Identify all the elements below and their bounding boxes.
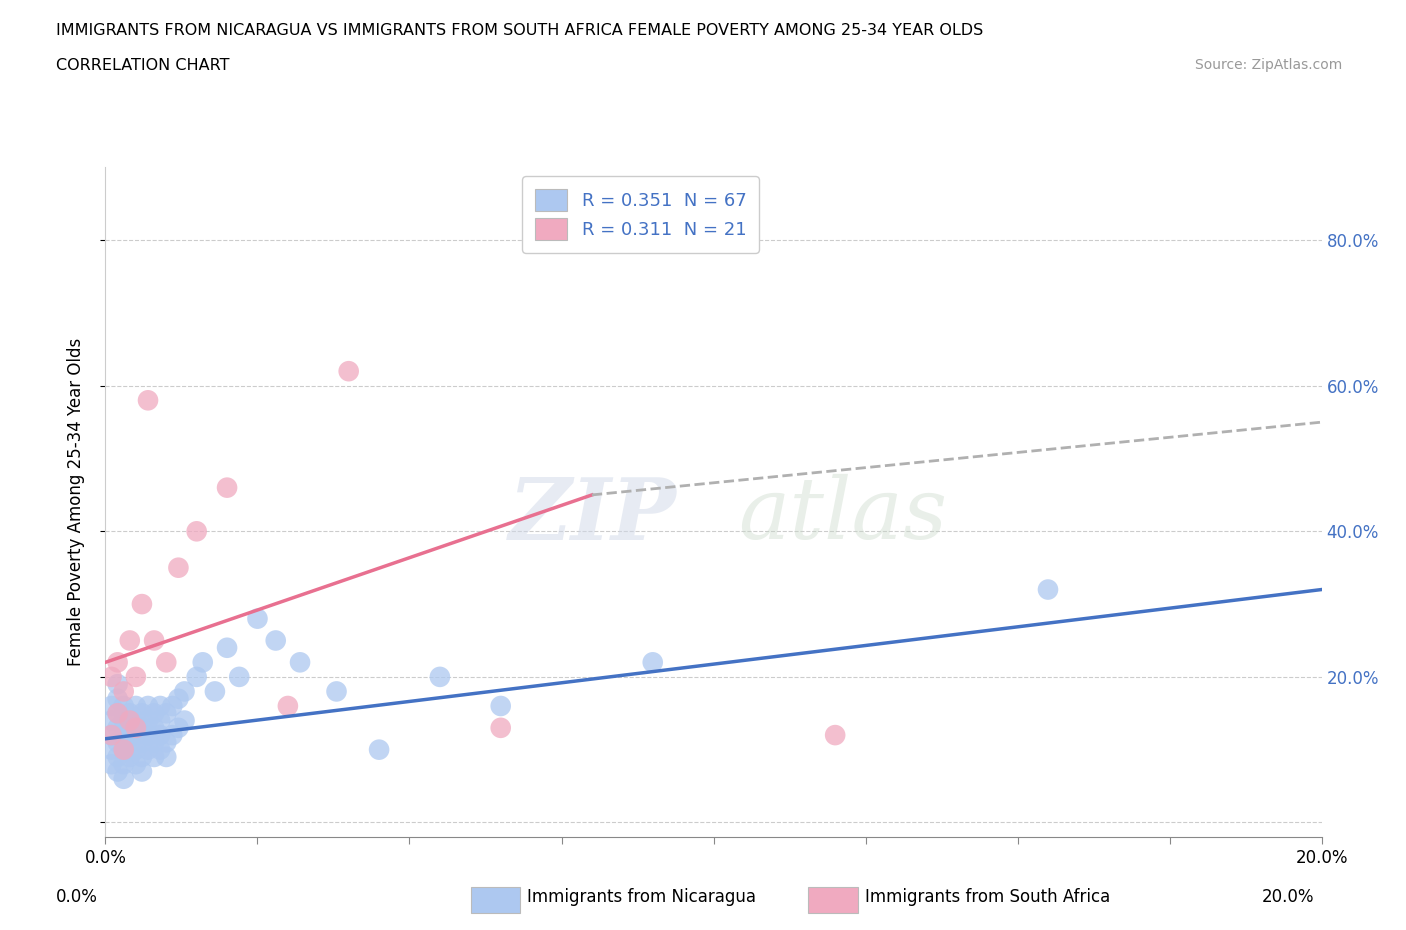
Point: [429, 670, 451, 684]
Point: [107, 735, 129, 750]
Point: [368, 742, 391, 757]
Point: [100, 742, 122, 757]
Point: [162, 727, 184, 742]
Point: [100, 727, 122, 742]
Point: [325, 684, 347, 698]
Point: [112, 742, 135, 757]
Point: [155, 750, 177, 764]
Point: [125, 742, 148, 757]
Point: [136, 698, 159, 713]
Point: [173, 713, 195, 728]
Point: [489, 698, 512, 713]
Text: atlas: atlas: [738, 474, 948, 557]
Point: [107, 750, 129, 764]
Point: [204, 684, 226, 698]
Y-axis label: Female Poverty Among 25-34 Year Olds: Female Poverty Among 25-34 Year Olds: [66, 339, 84, 666]
Point: [125, 713, 148, 728]
Point: [217, 641, 239, 656]
Point: [112, 684, 135, 698]
Legend: R = 0.351  N = 67, R = 0.311  N = 21: R = 0.351 N = 67, R = 0.311 N = 21: [522, 177, 759, 253]
Point: [112, 713, 135, 728]
Point: [228, 670, 250, 684]
Point: [112, 742, 135, 757]
Point: [118, 633, 141, 648]
Point: [112, 771, 135, 786]
Point: [118, 750, 141, 764]
Point: [118, 721, 141, 736]
Point: [136, 742, 159, 757]
Point: [131, 735, 153, 750]
Text: ZIP: ZIP: [509, 474, 678, 557]
Point: [149, 713, 172, 728]
Text: Immigrants from Nicaragua: Immigrants from Nicaragua: [527, 888, 756, 907]
Point: [641, 655, 664, 670]
Point: [100, 698, 122, 713]
Text: Source: ZipAtlas.com: Source: ZipAtlas.com: [1195, 58, 1343, 72]
Point: [824, 727, 846, 742]
Point: [149, 698, 172, 713]
Point: [143, 706, 166, 721]
Point: [100, 670, 122, 684]
Point: [167, 560, 190, 575]
Point: [191, 655, 214, 670]
Point: [167, 721, 190, 736]
Point: [217, 480, 239, 495]
Point: [277, 698, 299, 713]
Point: [173, 684, 195, 698]
Point: [167, 691, 190, 706]
Point: [143, 735, 166, 750]
Point: [112, 727, 135, 742]
Point: [264, 633, 287, 648]
Text: 20.0%: 20.0%: [1263, 888, 1315, 907]
Point: [118, 713, 141, 728]
Point: [155, 735, 177, 750]
Point: [1036, 582, 1059, 597]
Point: [100, 713, 122, 728]
Point: [131, 721, 153, 736]
Point: [107, 706, 129, 721]
Point: [125, 757, 148, 772]
Point: [118, 735, 141, 750]
Point: [288, 655, 311, 670]
Point: [107, 706, 129, 721]
Point: [125, 698, 148, 713]
Point: [125, 721, 148, 736]
Point: [107, 655, 129, 670]
Point: [131, 750, 153, 764]
Point: [136, 392, 159, 407]
Point: [149, 742, 172, 757]
Point: [155, 706, 177, 721]
Point: [149, 727, 172, 742]
Text: Immigrants from South Africa: Immigrants from South Africa: [865, 888, 1109, 907]
Point: [100, 727, 122, 742]
Point: [107, 721, 129, 736]
Point: [131, 597, 153, 612]
Point: [125, 670, 148, 684]
Point: [246, 611, 269, 626]
Point: [118, 706, 141, 721]
Point: [162, 698, 184, 713]
Point: [131, 764, 153, 779]
Point: [155, 655, 177, 670]
Point: [107, 691, 129, 706]
Point: [131, 706, 153, 721]
Point: [112, 757, 135, 772]
Point: [136, 713, 159, 728]
Point: [107, 677, 129, 692]
Point: [143, 750, 166, 764]
Point: [337, 364, 360, 379]
Text: CORRELATION CHART: CORRELATION CHART: [56, 58, 229, 73]
Point: [143, 721, 166, 736]
Point: [186, 670, 208, 684]
Text: 0.0%: 0.0%: [56, 888, 98, 907]
Point: [112, 698, 135, 713]
Point: [186, 524, 208, 538]
Point: [136, 727, 159, 742]
Point: [100, 757, 122, 772]
Text: IMMIGRANTS FROM NICARAGUA VS IMMIGRANTS FROM SOUTH AFRICA FEMALE POVERTY AMONG 2: IMMIGRANTS FROM NICARAGUA VS IMMIGRANTS …: [56, 23, 983, 38]
Point: [125, 727, 148, 742]
Point: [489, 721, 512, 736]
Point: [143, 633, 166, 648]
Point: [107, 764, 129, 779]
